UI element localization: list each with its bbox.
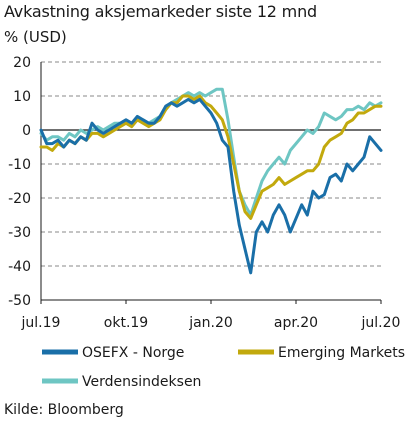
- gridlines: [41, 61, 381, 267]
- y-tick-label: 20: [13, 55, 31, 71]
- series-line-verdensindeksen: [39, 87, 383, 217]
- x-tick-label: okt.19: [104, 315, 148, 331]
- legend-label: Emerging Markets: [278, 345, 405, 361]
- legend: OSEFX - Norge Emerging Markets Verdensinde…: [42, 345, 405, 390]
- y-tick-label: 0: [22, 123, 31, 139]
- series-line-emerging-markets: [39, 94, 383, 220]
- y-tick-label: -30: [8, 225, 31, 241]
- x-tick-label: jul.19: [21, 315, 61, 331]
- y-tick-label: -50: [8, 293, 31, 309]
- y-unit-label: % (USD): [4, 28, 67, 46]
- axes: 20 10 0 -10 -20 -30 -40 -50 jul.19 okt.19 jan.20 ap…: [8, 55, 400, 331]
- x-tick-label: jan.20: [188, 315, 233, 331]
- y-tick-label: 10: [13, 89, 31, 105]
- y-tick-label: -40: [8, 259, 31, 275]
- source-label: Kilde: Bloomberg: [4, 402, 124, 418]
- x-tick-label: jul.20: [361, 315, 401, 331]
- y-tick-label: -10: [8, 157, 31, 173]
- series-lines: [39, 87, 383, 275]
- x-tick-label: apr.20: [274, 315, 318, 331]
- legend-label: OSEFX - Norge: [82, 345, 184, 361]
- legend-label: Verdensindeksen: [82, 374, 201, 390]
- y-tick-label: -20: [8, 191, 31, 207]
- series-line-osefx-norge: [39, 97, 383, 275]
- line-chart: 20 10 0 -10 -20 -30 -40 -50 jul.19 okt.19 jan.20 ap…: [8, 55, 405, 390]
- chart-title: Avkastning aksjemarkeder siste 12 mnd: [4, 2, 317, 21]
